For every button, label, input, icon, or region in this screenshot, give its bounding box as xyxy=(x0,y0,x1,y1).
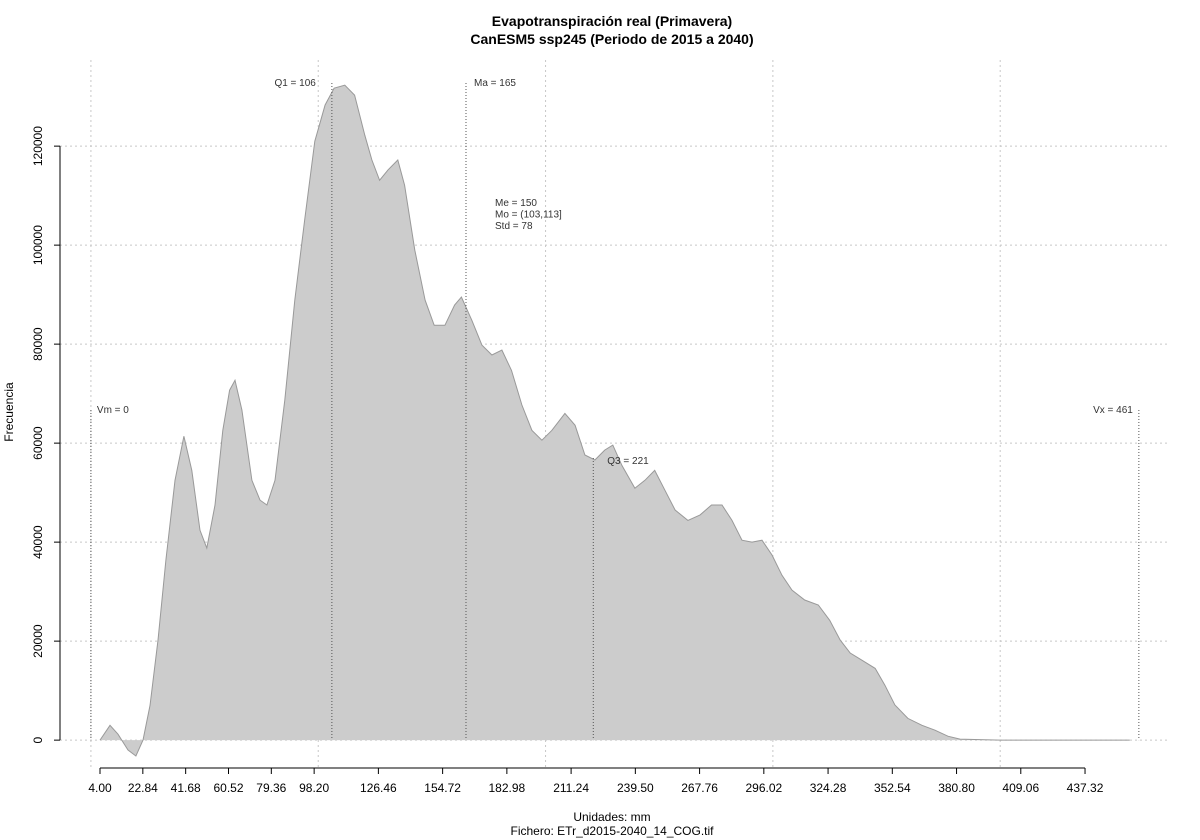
caption: Fichero: ETr_d2015-2040_14_COG.tif xyxy=(511,824,715,838)
x-tick-label: 22.84 xyxy=(128,781,158,795)
y-tick-label: 80000 xyxy=(31,327,45,361)
x-tick-label: 380.80 xyxy=(938,781,975,795)
x-tick-label: 352.54 xyxy=(874,781,911,795)
marker-label: Q3 = 221 xyxy=(607,456,649,467)
marker-label: Q1 = 106 xyxy=(274,78,316,89)
marker-label: Ma = 165 xyxy=(474,78,516,89)
x-tick-label: 60.52 xyxy=(213,781,243,795)
x-tick-label: 98.20 xyxy=(299,781,329,795)
x-tick-label: 79.36 xyxy=(256,781,286,795)
y-tick-label: 120000 xyxy=(31,126,45,166)
marker-label: Vx = 461 xyxy=(1093,405,1133,416)
x-tick-label: 126.46 xyxy=(360,781,397,795)
x-tick-label: 154.72 xyxy=(424,781,461,795)
y-tick-label: 40000 xyxy=(31,525,45,559)
stat-label: Std = 78 xyxy=(495,221,533,232)
y-tick-label: 20000 xyxy=(31,624,45,658)
x-tick-label: 437.32 xyxy=(1067,781,1104,795)
marker-label: Vm = 0 xyxy=(97,405,129,416)
x-tick-label: 211.24 xyxy=(553,781,589,795)
stat-label: Me = 150 xyxy=(495,198,537,209)
y-tick-label: 60000 xyxy=(31,426,45,460)
x-tick-label: 409.06 xyxy=(1002,781,1039,795)
x-axis-label: Unidades: mm xyxy=(573,810,650,824)
chart-subtitle: CanESM5 ssp245 (Periodo de 2015 a 2040) xyxy=(470,31,753,47)
density-area xyxy=(100,85,1130,756)
y-tick-label: 0 xyxy=(31,736,45,743)
x-tick-label: 239.50 xyxy=(617,781,654,795)
x-tick-label: 267.76 xyxy=(681,781,718,795)
x-tick-label: 296.02 xyxy=(745,781,782,795)
y-axis-label: Frecuencia xyxy=(2,382,16,442)
x-tick-label: 324.28 xyxy=(810,781,847,795)
density-line xyxy=(99,84,1130,757)
y-tick-label: 100000 xyxy=(31,225,45,265)
x-tick-label: 4.00 xyxy=(88,781,112,795)
x-tick-label: 182.98 xyxy=(489,781,526,795)
stat-label: Mo = (103,113] xyxy=(495,210,562,221)
chart-title: Evapotranspiración real (Primavera) xyxy=(492,13,732,29)
x-tick-label: 41.68 xyxy=(171,781,201,795)
